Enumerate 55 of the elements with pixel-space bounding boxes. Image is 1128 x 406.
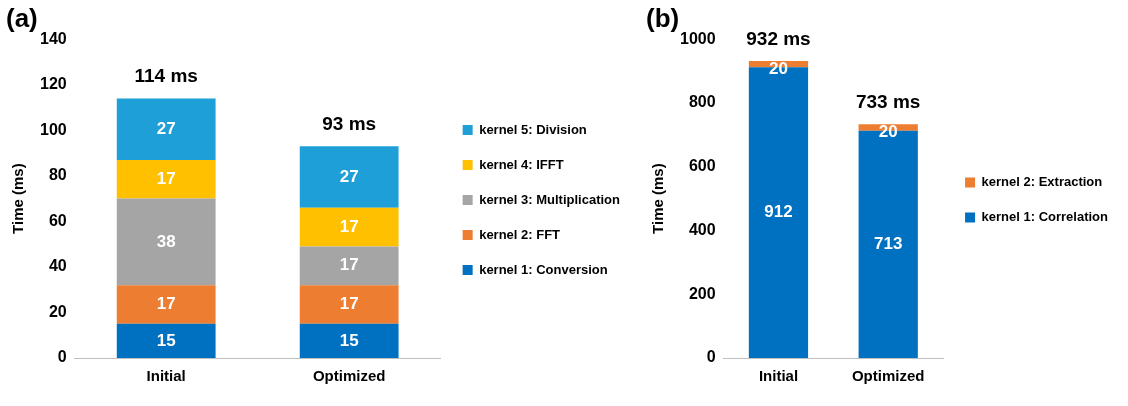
data-label: 15 xyxy=(156,330,176,350)
y-tick-label: 140 xyxy=(39,29,67,47)
y-tick-label: 600 xyxy=(688,157,716,175)
y-tick-label: 1000 xyxy=(680,29,716,47)
y-tick-label: 100 xyxy=(39,120,67,138)
data-label: 27 xyxy=(156,118,176,138)
y-tick-label: 120 xyxy=(39,75,67,93)
x-tick-label: Optimized xyxy=(851,367,925,385)
bar xyxy=(299,323,399,358)
bar xyxy=(116,198,216,286)
data-label: 15 xyxy=(339,330,359,350)
bar xyxy=(299,146,399,208)
x-tick-label: Initial xyxy=(758,367,799,385)
data-label: 17 xyxy=(156,294,176,314)
x-tick-label: Optimized xyxy=(312,367,386,385)
bar xyxy=(299,207,399,247)
data-label: 17 xyxy=(156,168,176,188)
legend-label: kernel 2: Extraction xyxy=(981,174,1103,190)
x-tick-label: Initial xyxy=(146,367,186,385)
legend-label: kernel 4: IFFT xyxy=(479,156,564,172)
chart-title: (a) xyxy=(6,2,38,33)
legend-label: kernel 1: Conversion xyxy=(479,261,608,277)
bar xyxy=(299,246,399,286)
legend-label: kernel 5: Division xyxy=(479,121,587,137)
bar xyxy=(116,285,216,324)
total-label: 114 ms xyxy=(134,65,198,87)
data-label: 17 xyxy=(339,294,359,314)
chart-title: (b) xyxy=(646,2,680,33)
y-axis-title: Time (ms) xyxy=(649,163,667,234)
total-label: 93 ms xyxy=(322,112,377,134)
y-tick-label: 0 xyxy=(706,348,716,366)
y-axis-title: Time (ms) xyxy=(9,163,27,234)
y-tick-label: 60 xyxy=(48,211,67,229)
data-label: 38 xyxy=(156,231,176,251)
y-tick-label: 200 xyxy=(688,284,716,302)
data-label: 912 xyxy=(764,202,793,222)
y-tick-label: 400 xyxy=(688,220,716,238)
bar xyxy=(116,98,216,160)
legend-label: kernel 1: Correlation xyxy=(981,209,1109,225)
total-label: 733 ms xyxy=(855,91,921,113)
legend-label: kernel 2: FFT xyxy=(479,226,561,242)
y-tick-label: 0 xyxy=(57,348,67,366)
data-label: 17 xyxy=(339,255,359,275)
legend-label: kernel 3: Multiplication xyxy=(479,191,621,207)
y-tick-label: 80 xyxy=(48,166,67,184)
y-tick-label: 800 xyxy=(688,93,716,111)
data-label: 27 xyxy=(339,166,359,186)
total-label: 932 ms xyxy=(746,27,811,49)
bar xyxy=(116,159,216,199)
y-tick-label: 40 xyxy=(48,257,67,275)
y-tick-label: 20 xyxy=(48,302,67,320)
bar xyxy=(116,323,216,358)
data-label: 17 xyxy=(339,216,359,236)
data-label: 713 xyxy=(874,234,903,254)
bar xyxy=(299,285,399,324)
